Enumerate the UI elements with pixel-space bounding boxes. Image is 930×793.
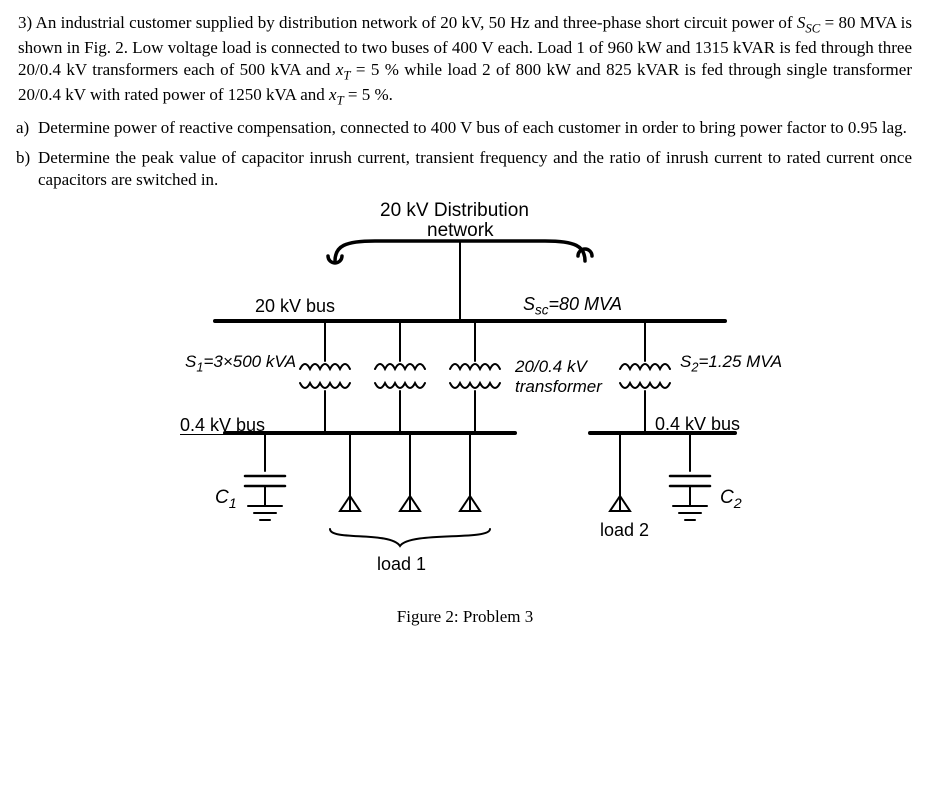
c1-sub: 1 [229,496,237,512]
fig-title-2: network [427,219,494,244]
bus-04kv-left: 0.4 kV bus [180,414,265,437]
ssc-rest: =80 MVA [549,294,623,314]
c1-label: C1 [215,486,237,513]
trf-text-label: transformer [515,376,602,398]
problem-number: 3) [18,13,32,32]
subquestion-list: a)Determine power of reactive compensati… [18,117,912,191]
intro-text: An industrial customer supplied by distr… [36,13,793,32]
load2-label: load 2 [600,519,649,542]
ssc-sym2: S [523,294,535,314]
s1-sym: S [185,352,196,371]
xt2-sym: x [329,85,337,104]
subquestion-b: b)Determine the peak value of capacitor … [38,147,912,191]
problem-statement: 3) An industrial customer supplied by di… [18,12,912,109]
bus-04kv-right: 0.4 kV bus [655,413,740,436]
a-marker: a) [16,117,38,139]
s2-sym: S [680,352,691,371]
a-text: Determine power of reactive compensation… [38,118,907,137]
s2-label: S2=1.25 MVA [680,351,782,376]
s2-rest: =1.25 MVA [698,352,782,371]
xt2-sub: T [337,93,344,107]
b-marker: b) [16,147,38,169]
xt2-eq: = 5 %. [344,85,393,104]
figure-caption: Figure 2: Problem 3 [145,606,785,628]
trf-ratio-label: 20/0.4 kV [515,356,587,378]
s1-rest: =3×500 kVA [203,352,296,371]
subquestion-a: a)Determine power of reactive compensati… [38,117,912,139]
c1-sym: C [215,487,229,508]
figure-2: 20 kV Distribution network 20 kV bus Ssc… [145,201,785,641]
ssc-sub2: sc [535,303,549,318]
b-text: Determine the peak value of capacitor in… [38,148,912,189]
c2-label: C2 [720,486,742,513]
c2-sub: 2 [734,496,742,512]
ssc-sub: SC [805,21,820,35]
s1-label: S1=3×500 kVA [185,351,296,376]
bus-20kv-label: 20 kV bus [255,295,335,318]
c2-sym: C [720,487,734,508]
load1-label: load 1 [377,553,426,576]
ssc-label: Ssc=80 MVA [523,293,622,319]
